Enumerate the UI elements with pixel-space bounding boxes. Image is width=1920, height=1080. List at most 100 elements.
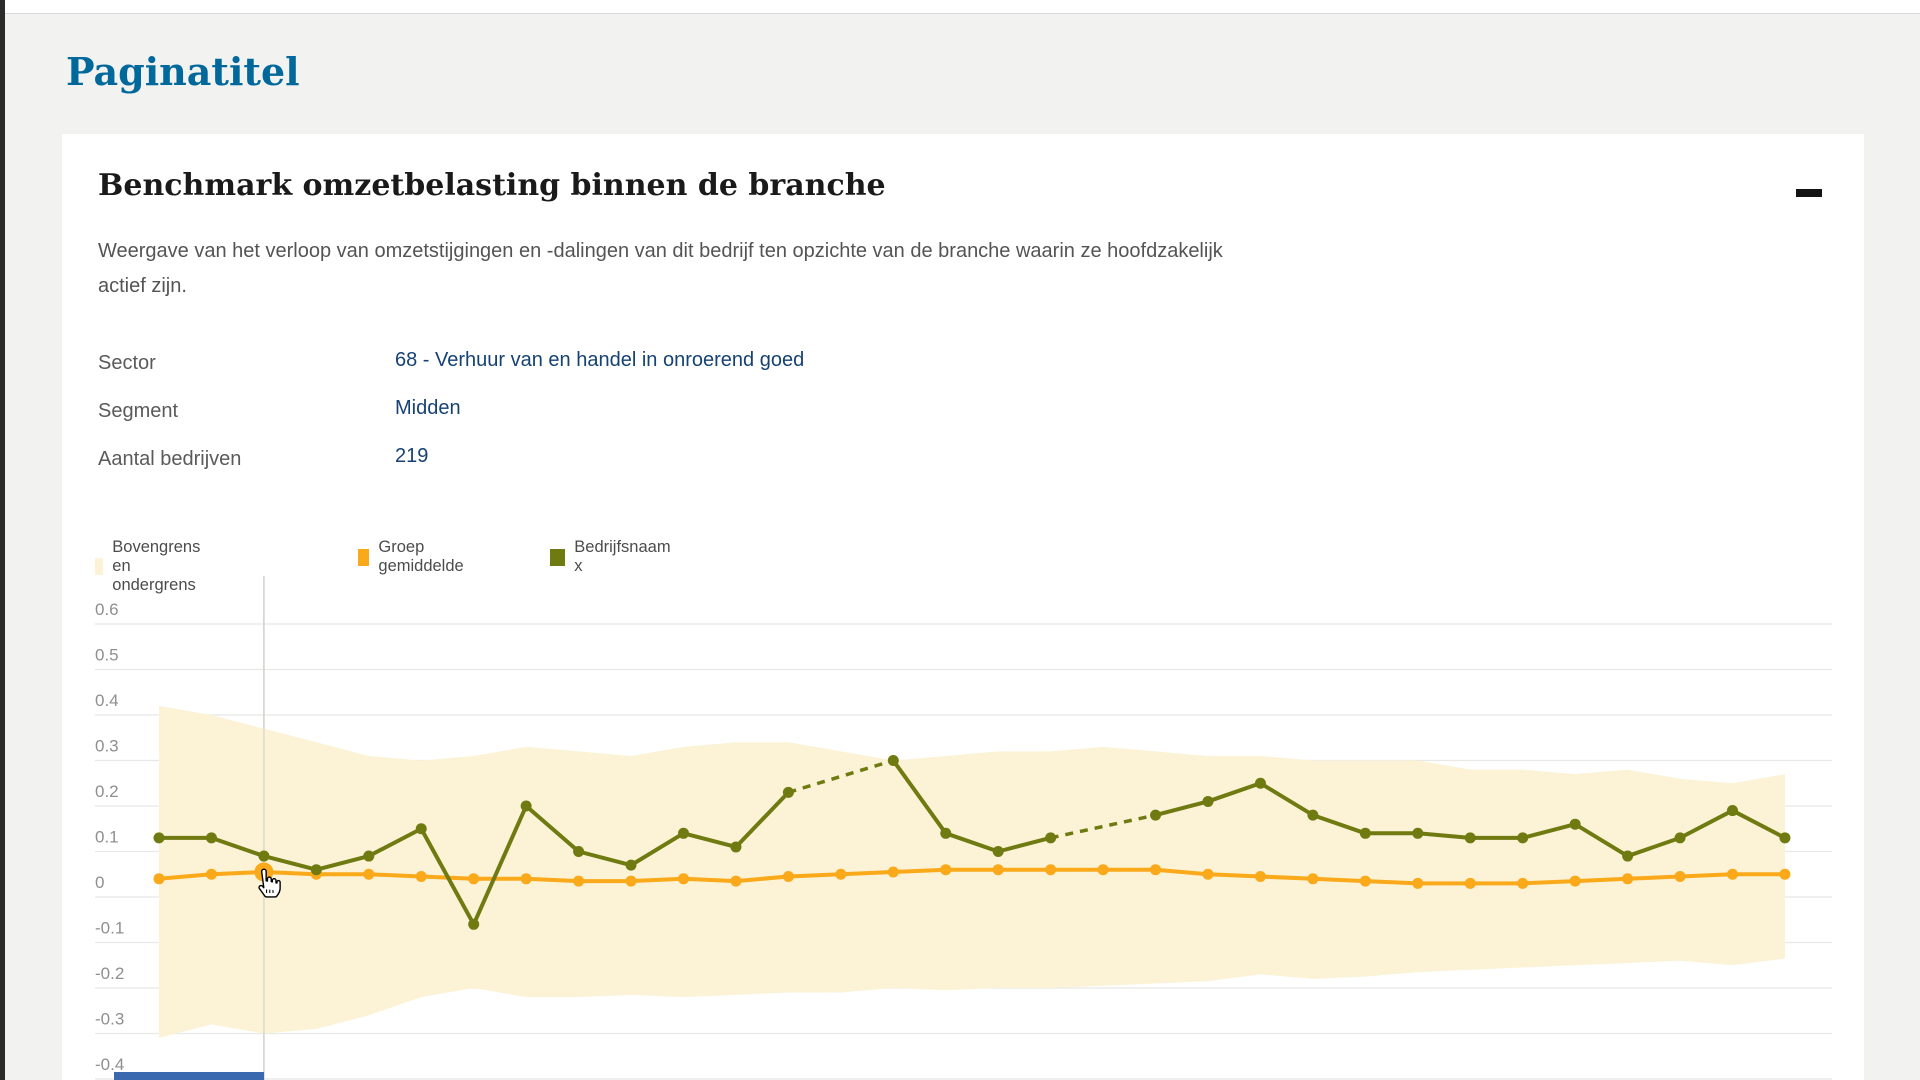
data-point[interactable] <box>992 864 1004 876</box>
data-point[interactable] <box>1359 875 1371 887</box>
data-point[interactable] <box>310 864 322 876</box>
data-point[interactable] <box>835 868 847 880</box>
data-point[interactable] <box>1045 864 1057 876</box>
data-point[interactable] <box>678 827 689 839</box>
series-gap-dashed-segment <box>1050 813 1156 840</box>
data-point[interactable] <box>1517 877 1529 889</box>
data-point[interactable] <box>1464 832 1476 844</box>
data-point[interactable] <box>992 846 1004 857</box>
data-point[interactable] <box>415 871 427 883</box>
y-tick-label: 0.5 <box>95 646 119 665</box>
top-bar <box>0 0 1920 14</box>
data-point[interactable] <box>1569 818 1581 830</box>
data-point[interactable] <box>520 800 532 812</box>
band-swatch-icon <box>95 558 104 575</box>
data-point[interactable] <box>1727 868 1738 880</box>
data-point[interactable] <box>887 755 899 766</box>
legend-item-band[interactable]: Bovengrens en ondergrens <box>95 538 209 595</box>
legend-item-bedrijfsnaam-x[interactable]: Bedrijfsnaam x <box>550 538 672 576</box>
minus-icon <box>1796 189 1822 197</box>
y-tick-label: 0.1 <box>95 828 119 847</box>
legend-item-groep-gemiddelde[interactable]: Groep gemiddelde <box>358 538 469 576</box>
field-value: 68 - Verhuur van en handel in onroerend … <box>395 349 805 371</box>
field-value: 219 <box>395 445 429 467</box>
band-bovengrens-ondergrens <box>159 705 1785 1039</box>
benchmark-line-chart[interactable]: 0.6 0.5 0.4 0.3 0.2 0.1 0 -0.1 -0.2 -0.3 -0.4 <box>0 560 1920 1080</box>
data-point[interactable] <box>520 873 532 885</box>
data-point[interactable] <box>1150 864 1162 876</box>
data-point[interactable] <box>625 875 637 887</box>
y-tick-label: -0.2 <box>95 964 124 983</box>
data-point[interactable] <box>1779 832 1791 844</box>
data-point[interactable] <box>153 873 165 885</box>
data-point[interactable] <box>1622 873 1634 885</box>
data-point[interactable] <box>1412 827 1424 839</box>
field-label: Segment <box>98 400 179 422</box>
data-point[interactable] <box>1674 871 1686 883</box>
data-point[interactable] <box>940 864 952 876</box>
y-tick-label: 0.2 <box>95 782 119 801</box>
data-point[interactable] <box>1307 873 1319 885</box>
legend-label: Groep gemiddelde <box>378 538 464 575</box>
data-point[interactable] <box>887 866 899 878</box>
field-row-sector: Sector 68 - Verhuur van en handel in onr… <box>98 349 998 400</box>
data-point[interactable] <box>1202 868 1214 880</box>
data-point[interactable] <box>205 868 217 880</box>
y-tick-label: 0 <box>95 873 104 892</box>
data-point[interactable] <box>1254 777 1266 789</box>
panel-heading: Benchmark omzetbelasting binnen de branc… <box>98 168 886 203</box>
data-point[interactable] <box>730 841 742 853</box>
panel-fields: Sector 68 - Verhuur van en handel in onr… <box>98 349 998 496</box>
collapse-panel-button[interactable] <box>1792 182 1826 204</box>
data-point[interactable] <box>1779 868 1791 880</box>
data-point[interactable] <box>1622 850 1634 862</box>
data-point[interactable] <box>415 823 427 835</box>
company-line-swatch-icon <box>550 548 566 566</box>
left-window-edge <box>0 0 5 1080</box>
data-point[interactable] <box>468 873 480 885</box>
data-point[interactable] <box>1202 795 1214 807</box>
data-point[interactable] <box>782 786 794 798</box>
data-point[interactable] <box>1412 877 1424 889</box>
field-row-aantal-bedrijven: Aantal bedrijven 219 <box>98 445 998 496</box>
data-point[interactable] <box>1254 871 1266 883</box>
data-point[interactable] <box>1569 875 1581 887</box>
legend-label: Bedrijfsnaam x <box>574 538 671 575</box>
data-point[interactable] <box>468 918 480 930</box>
y-tick-label: 0.4 <box>95 691 119 710</box>
data-point[interactable] <box>678 873 689 885</box>
data-point[interactable] <box>1307 809 1319 821</box>
data-point[interactable] <box>363 850 375 862</box>
clipped-blue-bar <box>114 1072 264 1080</box>
data-point[interactable] <box>730 875 742 887</box>
data-point[interactable] <box>205 832 217 844</box>
data-point[interactable] <box>1359 827 1371 839</box>
data-point[interactable] <box>782 871 794 883</box>
data-point[interactable] <box>1097 864 1109 876</box>
data-point[interactable] <box>1150 809 1162 821</box>
data-point[interactable] <box>153 832 165 844</box>
data-point[interactable] <box>1517 832 1529 844</box>
data-point[interactable] <box>258 850 270 862</box>
series-gap-dashed-segment <box>787 758 894 795</box>
data-point[interactable] <box>625 859 637 871</box>
data-point[interactable] <box>1727 805 1738 817</box>
page-title: Paginatitel <box>66 49 300 94</box>
data-point[interactable] <box>1045 832 1057 844</box>
y-tick-label: 0.3 <box>95 737 119 756</box>
data-point[interactable] <box>573 846 585 857</box>
data-point[interactable] <box>1464 877 1476 889</box>
field-value: Midden <box>395 397 461 419</box>
data-point[interactable] <box>940 827 952 839</box>
legend-label: Bovengrens en ondergrens <box>112 538 201 594</box>
field-row-segment: Segment Midden <box>98 397 998 448</box>
field-label: Aantal bedrijven <box>98 448 242 470</box>
series-line-bedrijfsnaam-x <box>891 759 1052 854</box>
field-label: Sector <box>98 352 156 374</box>
y-tick-label: -0.3 <box>95 1010 124 1029</box>
data-point[interactable] <box>573 875 585 887</box>
hovered-data-point[interactable] <box>254 862 274 882</box>
data-point[interactable] <box>363 868 375 880</box>
data-point[interactable] <box>1674 832 1686 844</box>
